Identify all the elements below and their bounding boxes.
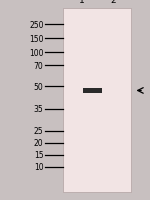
Text: 2: 2: [110, 0, 116, 5]
Text: 20: 20: [34, 139, 43, 147]
Bar: [63, 9, 130, 192]
Text: 35: 35: [34, 105, 44, 113]
Text: 50: 50: [34, 83, 44, 91]
Text: 15: 15: [34, 151, 43, 159]
Text: 10: 10: [34, 163, 43, 171]
Text: 250: 250: [29, 21, 44, 29]
Bar: [82, 88, 102, 93]
Text: 150: 150: [29, 35, 44, 43]
Text: 70: 70: [34, 62, 44, 70]
Text: 1: 1: [79, 0, 85, 5]
Text: 100: 100: [29, 49, 44, 57]
Text: 25: 25: [34, 127, 43, 135]
